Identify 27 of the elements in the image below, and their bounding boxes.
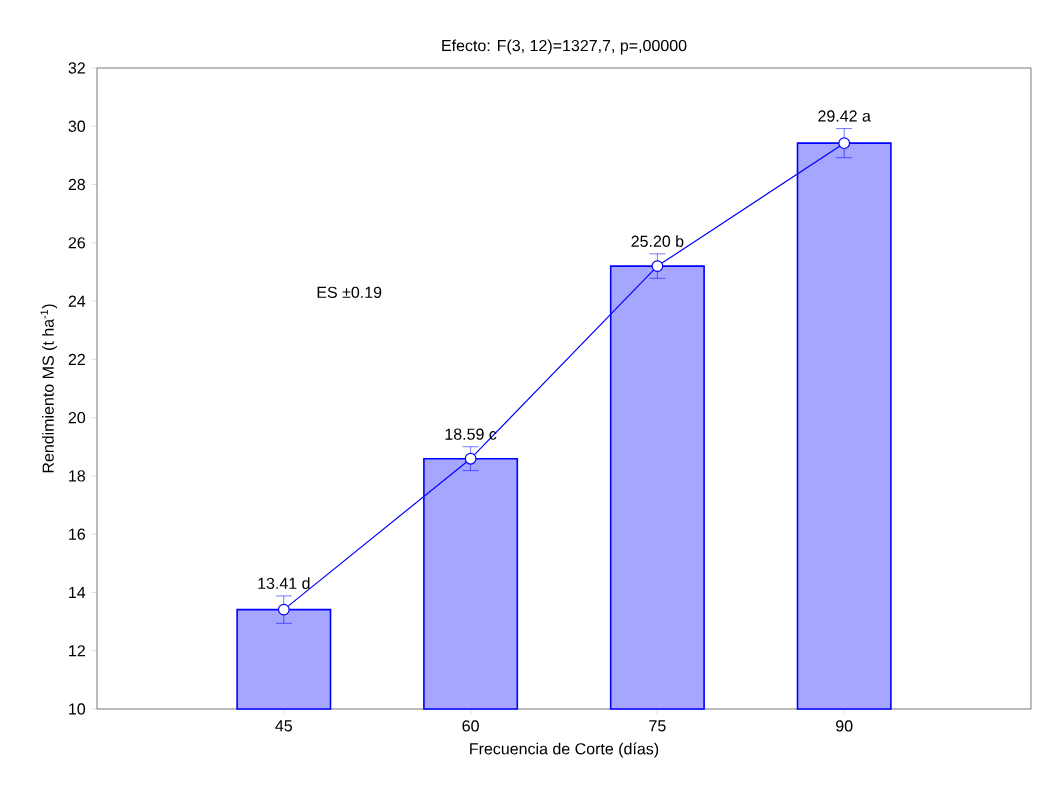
x-tick-label: 45 — [275, 720, 293, 732]
x-axis-title: Frecuencia de Corte (días) — [470, 742, 659, 758]
x-tick-label: 60 — [462, 720, 479, 732]
y-tick-label: 14 — [69, 586, 86, 598]
point — [277, 603, 290, 616]
point — [464, 452, 477, 465]
point — [838, 137, 851, 150]
annotation: ES ±0.19 — [317, 286, 382, 298]
chart-title: Efecto: F(3, 12)=1327,7, p=,00000 — [442, 39, 687, 55]
y-tick-label: 12 — [69, 645, 85, 657]
y-tick-label: 18 — [69, 470, 86, 482]
y-tick-label: 22 — [68, 353, 85, 365]
data-label: 25.20 b — [631, 235, 684, 247]
data-label: 13.41 d — [258, 577, 310, 589]
y-tick-label: 28 — [68, 178, 86, 191]
y-tick-label: 30 — [68, 120, 86, 132]
data-label: 29.42 a — [818, 110, 871, 122]
y-tick-label: 20 — [68, 411, 86, 424]
x-tick-label: 75 — [649, 720, 666, 732]
y-tick-label: 16 — [69, 528, 86, 540]
x-tick-label: 90 — [836, 720, 853, 732]
y-tick-label: 24 — [68, 295, 86, 307]
y-tick-label: 26 — [68, 237, 86, 249]
point — [651, 260, 664, 273]
y-tick-label: 32 — [68, 62, 85, 74]
y-axis-title: Rendimiento MS (t ha$^{-1}$) — [40, 304, 57, 473]
y-tick-label: 10 — [69, 703, 86, 715]
